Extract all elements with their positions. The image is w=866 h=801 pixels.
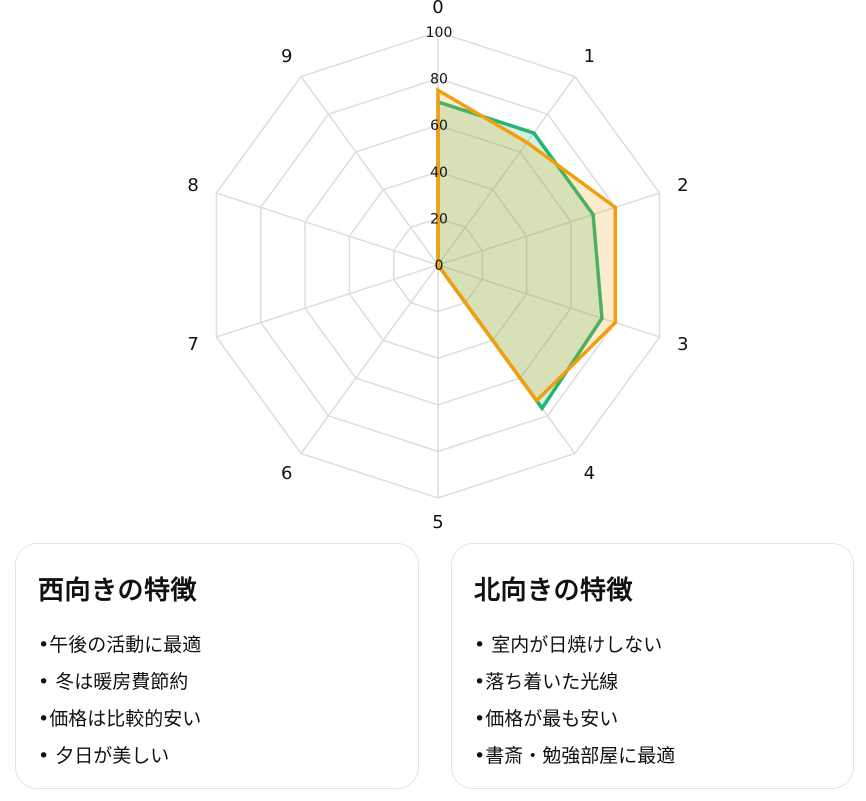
grid-spoke <box>216 192 439 266</box>
list-item: •価格が最も安い <box>474 708 619 730</box>
grid-spoke <box>437 264 660 338</box>
axis-label-5: 5 <box>432 512 443 533</box>
list-item: • 冬は暖房費節約 <box>38 671 189 693</box>
tick-label-40: 40 <box>430 165 448 181</box>
axis-label-6: 6 <box>281 463 292 484</box>
tick-label-100: 100 <box>426 25 453 41</box>
radar-tick-labels: 0 20 40 60 80 100 <box>426 25 453 274</box>
north-feature-card: 北向きの特徴 • 室内が日焼けしない •落ち着いた光線 •価格が最も安い •書斎… <box>451 543 854 789</box>
list-item: •午後の活動に最適 <box>38 634 202 656</box>
west-card-title: 西向きの特徴 <box>38 576 198 606</box>
series-2-area <box>436 87 618 404</box>
tick-label-20: 20 <box>430 211 448 227</box>
axis-label-3: 3 <box>677 334 688 355</box>
axis-label-0: 0 <box>432 0 443 18</box>
west-feature-list: •午後の活動に最適 • 冬は暖房費節約 •価格は比較的安い • 夕日が美しい <box>38 627 418 775</box>
north-feature-list: • 室内が日焼けしない •落ち着いた光線 •価格が最も安い •書斎・勉強部屋に最… <box>474 627 853 775</box>
north-card-title: 北向きの特徴 <box>474 576 634 606</box>
list-item: •落ち着いた光線 <box>474 671 619 693</box>
grid-spoke <box>437 76 576 266</box>
list-item: • 室内が日焼けしない <box>474 634 663 656</box>
axis-label-1: 1 <box>584 46 595 67</box>
axis-label-8: 8 <box>187 175 198 196</box>
grid-spoke <box>300 264 439 454</box>
axis-label-4: 4 <box>584 463 595 484</box>
grid-spoke <box>216 264 439 338</box>
west-feature-card: 西向きの特徴 •午後の活動に最適 • 冬は暖房費節約 •価格は比較的安い • 夕… <box>15 543 419 789</box>
tick-label-0: 0 <box>435 258 444 274</box>
tick-label-60: 60 <box>430 118 448 134</box>
list-item: •価格は比較的安い <box>38 708 202 730</box>
axis-label-7: 7 <box>187 334 198 355</box>
axis-label-2: 2 <box>677 175 688 196</box>
axis-label-9: 9 <box>281 46 292 67</box>
grid-spoke <box>437 192 660 266</box>
list-item: • 夕日が美しい <box>38 745 170 767</box>
list-item: •書斎・勉強部屋に最適 <box>474 745 676 767</box>
radar-series <box>436 87 618 412</box>
radar-chart: 0 1 2 3 4 5 6 7 8 9 0 20 40 60 80 100 <box>187 0 688 533</box>
grid-spoke <box>300 76 439 266</box>
tick-label-80: 80 <box>430 72 448 88</box>
radar-axis-labels: 0 1 2 3 4 5 6 7 8 9 <box>187 0 688 533</box>
